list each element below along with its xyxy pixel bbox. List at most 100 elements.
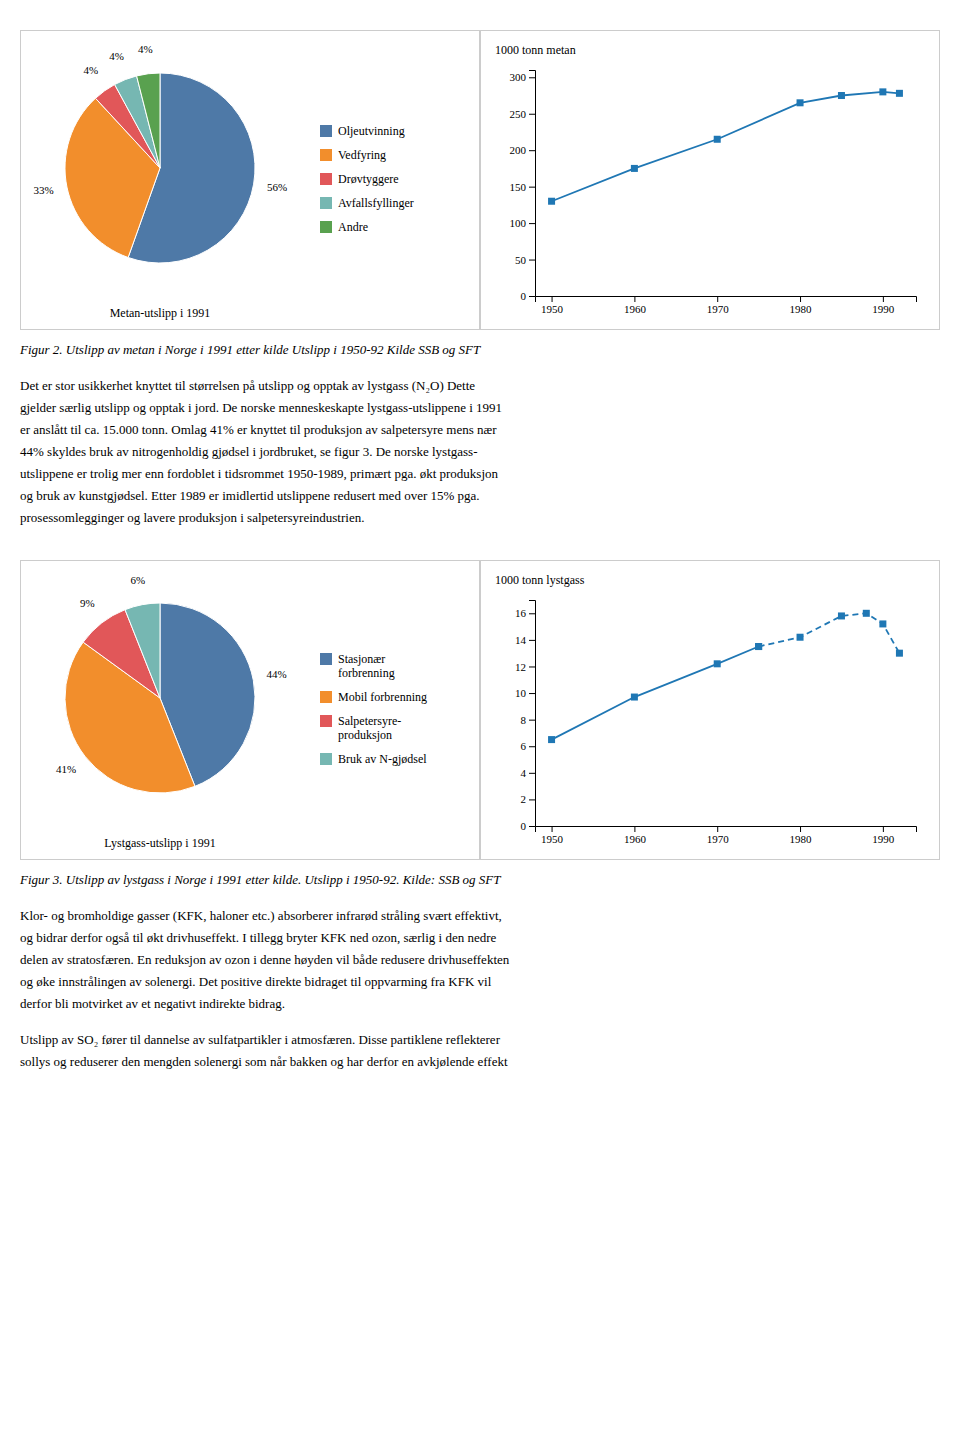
legend-swatch	[320, 125, 332, 137]
tick-mark	[529, 114, 535, 115]
legend-label: Vedfyring	[338, 148, 386, 162]
legend-entry: Oljeutvinning	[320, 124, 405, 138]
tick-mark	[529, 223, 535, 224]
tick-label: 2	[521, 793, 527, 805]
data-label: 4%	[83, 64, 98, 76]
axis-tick: 1960	[624, 826, 647, 845]
axis-tick: 10	[515, 687, 535, 699]
figure-caption: Figur 3. Utslipp av lystgass i Norge i 1…	[19, 872, 501, 887]
chart-panel: 56%33%4%4%4%Metan-utslipp i 1991Oljeutvi…	[21, 31, 480, 330]
tick-mark	[529, 77, 535, 78]
tick-mark	[883, 826, 884, 832]
chart-title: Lystgass-utslipp i 1991	[104, 836, 215, 850]
panel-frame	[21, 31, 480, 330]
paragraph-line: prosessomlegginger og lavere produksjon …	[20, 510, 364, 525]
legend-label: Salpetersyre-produksjon	[338, 714, 401, 742]
tick-label: 1980	[790, 833, 813, 845]
tick-label: 1970	[707, 833, 730, 845]
tick-mark	[529, 773, 535, 774]
axis-tick: 1970	[707, 296, 730, 315]
axis-domain	[529, 601, 536, 827]
series-marker	[838, 612, 845, 619]
axis-tick: 16	[515, 607, 535, 619]
legend-entry: Mobil forbrenning	[320, 690, 427, 704]
axis-tick: 0	[521, 290, 536, 302]
legend-entry: Andre	[320, 220, 368, 234]
legend-entry: Avfallsfyllinger	[320, 196, 414, 210]
tick-mark	[529, 666, 535, 667]
legend-swatch	[320, 149, 332, 161]
tick-mark	[529, 640, 535, 641]
pie: 56%33%4%4%4%	[34, 43, 288, 263]
legend-swatch	[320, 653, 332, 665]
axis-tick: 1980	[790, 826, 813, 845]
axis-tick: 150	[510, 181, 536, 193]
page-canvas: 56%33%4%4%4%Metan-utslipp i 1991Oljeutvi…	[0, 0, 960, 1451]
axis-tick: 1950	[541, 826, 564, 845]
paragraph-line: og bidrar derfor også til økt drivhuseff…	[20, 930, 497, 945]
paragraph-line: utslippene er trolig mer enn fordoblet i…	[20, 466, 499, 481]
paragraph-line: 44% skyldes bruk av nitrogenholdig gjøds…	[20, 444, 477, 459]
tick-mark	[634, 826, 635, 832]
tick-label: 1990	[872, 303, 895, 315]
tick-label: 0	[521, 290, 527, 302]
series-marker	[714, 136, 721, 143]
axis-tick: 4	[521, 767, 536, 779]
tick-label: 12	[515, 660, 526, 672]
tick-label: 200	[510, 144, 527, 156]
tick-label: 1950	[541, 303, 564, 315]
tick-mark	[529, 693, 535, 694]
legend-swatch	[320, 197, 332, 209]
axis-tick: 1980	[790, 296, 813, 315]
tick-label: 1970	[707, 303, 730, 315]
legend-label: Andre	[338, 220, 368, 234]
tick-mark	[529, 187, 535, 188]
legend-label: Stasjonærforbrenning	[338, 652, 395, 680]
data-label: 41%	[56, 763, 76, 775]
chart-panel: 1950196019701980199002468101214161000 to…	[481, 561, 940, 860]
tick-mark	[529, 260, 535, 261]
tick-mark	[800, 296, 801, 302]
tick-mark	[529, 746, 535, 747]
tick-mark	[529, 150, 535, 151]
tick-label: 14	[515, 634, 527, 646]
paragraph-line: sollys og reduserer den mengden solenerg…	[20, 1054, 508, 1069]
legend-label: Avfallsfyllinger	[338, 196, 414, 210]
series-marker	[714, 660, 721, 667]
tick-mark	[529, 296, 535, 297]
series-marker	[896, 650, 903, 657]
legend-entry: Bruk av N-gjødsel	[320, 752, 427, 766]
paragraph-line: og bruk av kunstgjødsel. Etter 1989 er i…	[20, 488, 480, 503]
data-label: 44%	[267, 668, 287, 680]
figure-caption: Figur 2. Utslipp av metan i Norge i 1991…	[19, 342, 481, 357]
paragraph-line: Klor- og bromholdige gasser (KFK, halone…	[20, 908, 502, 923]
axis-tick: 1990	[872, 296, 895, 315]
axis-title: 1000 tonn metan	[495, 43, 576, 57]
tick-label: 1990	[872, 833, 895, 845]
tick-mark	[529, 720, 535, 721]
tick-label: 1960	[624, 303, 647, 315]
series-group	[548, 88, 903, 204]
legend-entry: Vedfyring	[320, 148, 386, 162]
tick-mark	[717, 296, 718, 302]
legend-label: Mobil forbrenning	[338, 690, 427, 704]
legend-swatch	[320, 173, 332, 185]
axis-tick: 1990	[872, 826, 895, 845]
axis-tick: 2	[521, 793, 536, 805]
tick-mark	[552, 296, 553, 302]
tick-mark	[529, 799, 535, 800]
data-label: 6%	[130, 574, 145, 586]
tick-label: 50	[515, 254, 527, 266]
axis-tick: 1970	[707, 826, 730, 845]
pie-slice	[137, 73, 160, 168]
tick-mark	[529, 826, 535, 827]
tick-label: 100	[510, 217, 527, 229]
tick-mark	[552, 826, 553, 832]
y-axis: 050100150200250300	[510, 71, 536, 303]
legend-swatch	[320, 715, 332, 727]
pie: 44%41%9%6%	[56, 574, 287, 793]
paragraph-line: Utslipp av SO₂ fører til dannelse av sul…	[20, 1032, 501, 1047]
legend-swatch	[320, 221, 332, 233]
series-marker	[896, 90, 903, 97]
chart-panel: 1950196019701980199005010015020025030010…	[481, 31, 940, 330]
